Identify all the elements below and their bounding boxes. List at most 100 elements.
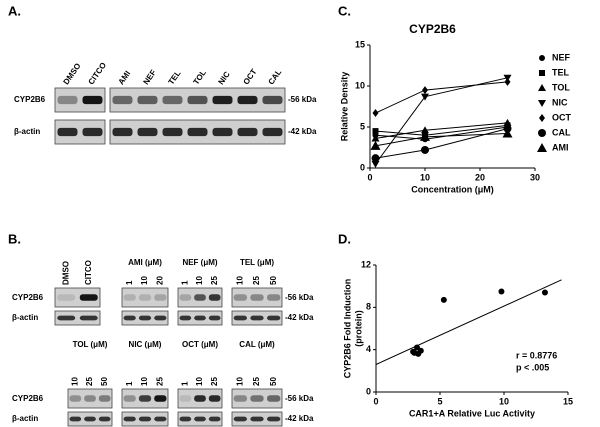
- fit-line: [375, 279, 562, 365]
- marker: [371, 134, 380, 142]
- band: [98, 416, 111, 422]
- band: [237, 95, 258, 105]
- lane-label: DMSO: [61, 62, 82, 87]
- lane-label: 25: [210, 377, 219, 386]
- point: [440, 296, 447, 303]
- band: [233, 315, 247, 321]
- band: [194, 315, 206, 321]
- size-label: -42 kDa: [285, 313, 314, 322]
- lane-label: 25: [210, 276, 219, 285]
- marker: [371, 154, 380, 163]
- band: [138, 416, 152, 422]
- band: [267, 395, 281, 402]
- band: [267, 315, 281, 321]
- lane-label: AMI: [116, 69, 132, 86]
- band: [84, 416, 96, 422]
- band: [137, 95, 158, 105]
- x-axis-label: CAR1+A Relative Luc Activity: [409, 408, 535, 418]
- y-tick-label: 15: [355, 39, 365, 49]
- x-tick-label: 0: [373, 396, 378, 406]
- marker: [421, 145, 429, 154]
- marker: [371, 160, 380, 168]
- row-label: β-actin: [14, 127, 40, 136]
- marker: [420, 131, 430, 141]
- blot-title: TOL (μM): [73, 340, 108, 349]
- band: [212, 95, 233, 105]
- legend-marker: [539, 114, 545, 122]
- row-label: β-actin: [12, 414, 38, 423]
- blot-box: [67, 388, 113, 409]
- lane-label: TOL: [191, 68, 208, 86]
- band: [154, 416, 167, 422]
- legend-label: NEF: [552, 52, 571, 62]
- band: [154, 395, 167, 402]
- marker: [503, 118, 512, 126]
- band: [84, 395, 96, 402]
- legend-label: CAL: [552, 127, 571, 137]
- band: [162, 127, 183, 137]
- lane-label: OCT: [241, 67, 258, 86]
- lane-label: 10: [70, 377, 79, 386]
- band: [79, 315, 98, 321]
- blot-title: NIC (μM): [129, 340, 162, 349]
- band: [57, 95, 78, 105]
- band: [69, 416, 82, 422]
- legend-label: NIC: [552, 97, 568, 107]
- band: [187, 127, 208, 137]
- band: [123, 395, 136, 402]
- y-tick-label: 12: [361, 259, 371, 269]
- legend-label: TEL: [552, 67, 570, 77]
- lane-label: CAL: [266, 68, 283, 87]
- series-line: [375, 81, 508, 114]
- blot-title: AMI (μM): [128, 258, 162, 267]
- lane-label: 1: [125, 280, 134, 285]
- band: [123, 315, 136, 321]
- y-tick-label: 0: [366, 386, 371, 396]
- band: [250, 315, 264, 321]
- band: [208, 315, 221, 321]
- y-axis-label: (protein): [353, 310, 363, 347]
- blot-box: [231, 287, 283, 308]
- band: [250, 294, 264, 301]
- size-label: -56 kDa: [285, 293, 314, 302]
- y-tick-label: 4: [366, 344, 371, 354]
- lane-label: 10: [140, 276, 149, 285]
- band: [237, 127, 258, 137]
- band: [179, 294, 192, 301]
- band: [194, 294, 206, 301]
- band: [162, 95, 183, 105]
- band: [179, 416, 192, 422]
- lane-label: 10: [235, 276, 244, 285]
- band: [112, 127, 133, 137]
- lane-label: 10: [140, 377, 149, 386]
- band: [250, 395, 264, 402]
- legend-label: OCT: [552, 112, 572, 122]
- band: [187, 95, 208, 105]
- marker: [502, 128, 513, 138]
- point: [498, 288, 505, 295]
- band: [123, 294, 136, 301]
- band: [267, 416, 281, 422]
- lane-label: 25: [155, 377, 164, 386]
- lane-label: TEL: [166, 69, 182, 87]
- panel-label: C.: [338, 3, 351, 18]
- marker: [372, 109, 379, 118]
- panel-label: A.: [8, 3, 21, 18]
- band: [194, 416, 206, 422]
- marker: [422, 86, 428, 95]
- x-tick-label: 5: [437, 396, 442, 406]
- lane-label: DMSO: [61, 261, 70, 285]
- annotation: p < .005: [516, 362, 549, 372]
- band: [250, 416, 264, 422]
- lane-label: 50: [269, 276, 278, 285]
- x-axis-label: Concentration (μM): [411, 184, 494, 194]
- band: [233, 395, 247, 402]
- y-tick-label: 8: [366, 302, 371, 312]
- marker: [370, 140, 381, 150]
- row-label: CYP2B6: [12, 293, 44, 302]
- blot-title: TEL (μM): [240, 258, 274, 267]
- lane-label: 50: [100, 377, 109, 386]
- legend-marker: [537, 143, 547, 152]
- lane-label: 10: [235, 377, 244, 386]
